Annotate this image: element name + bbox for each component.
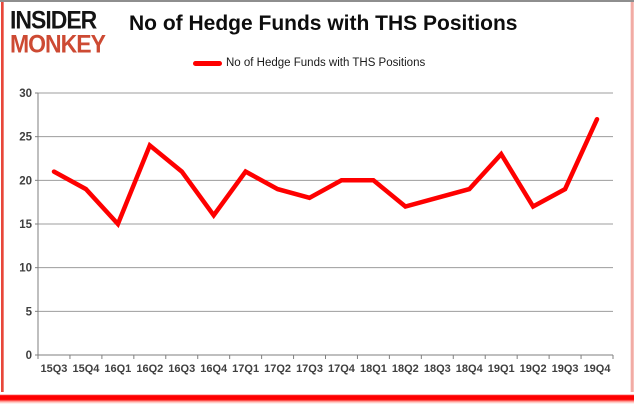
x-tick-label: 17Q2 <box>264 363 291 375</box>
logo-line-monkey: MONKEY <box>10 29 106 58</box>
legend-label: No of Hedge Funds with THS Positions <box>226 57 426 69</box>
x-tick-label: 19Q3 <box>552 363 579 375</box>
y-tick-label: 5 <box>26 306 33 318</box>
data-series <box>51 116 600 229</box>
x-tick-label: 16Q2 <box>136 363 163 375</box>
x-tick-label: 18Q2 <box>392 363 419 375</box>
x-tick-label: 15Q4 <box>72 363 100 375</box>
x-tick-label: 17Q3 <box>296 363 323 375</box>
x-tick-label: 18Q4 <box>456 363 484 375</box>
x-tick-label: 16Q1 <box>104 363 131 375</box>
x-tick-label: 17Q4 <box>328 363 356 375</box>
x-tick-label: 19Q4 <box>584 363 612 375</box>
x-tick-label: 16Q4 <box>200 363 228 375</box>
y-tick-label: 30 <box>19 88 32 100</box>
series-line <box>51 116 600 229</box>
y-tick-label: 0 <box>26 350 32 362</box>
frame-border-right <box>630 2 634 396</box>
y-tick-label: 25 <box>19 132 32 144</box>
legend: No of Hedge Funds with THS Positions <box>193 57 425 69</box>
x-tick-label: 18Q3 <box>424 363 451 375</box>
x-tick-label: 18Q1 <box>360 363 387 375</box>
y-tick-label: 10 <box>19 263 32 275</box>
logo-line-insider: INSIDER <box>10 5 97 34</box>
insider-monkey-logo: INSIDER MONKEY <box>10 5 140 58</box>
y-tick-label: 15 <box>19 219 32 231</box>
x-tick-label: 16Q3 <box>168 363 195 375</box>
frame-border-top <box>0 0 634 2</box>
axis-ticks <box>35 92 614 359</box>
y-tick-label: 20 <box>19 175 32 187</box>
gridlines <box>38 92 613 312</box>
frame-border-bottom <box>0 392 634 404</box>
x-tick-label: 19Q2 <box>520 363 547 375</box>
legend-line-swatch-icon <box>193 60 222 66</box>
chart-title: No of Hedge Funds with THS Positions <box>129 12 518 35</box>
y-axis-labels: 0 5 10 15 20 25 30 <box>19 88 32 362</box>
x-tick-label: 17Q1 <box>232 363 259 375</box>
x-axis-labels: 15Q3 15Q4 16Q1 16Q2 16Q3 16Q4 17Q1 17Q2 17Q3 17Q4… <box>41 363 612 375</box>
x-tick-label: 19Q1 <box>488 363 515 375</box>
frame-border-left <box>1 2 4 396</box>
axes <box>37 93 613 359</box>
x-tick-label: 15Q3 <box>41 363 68 375</box>
